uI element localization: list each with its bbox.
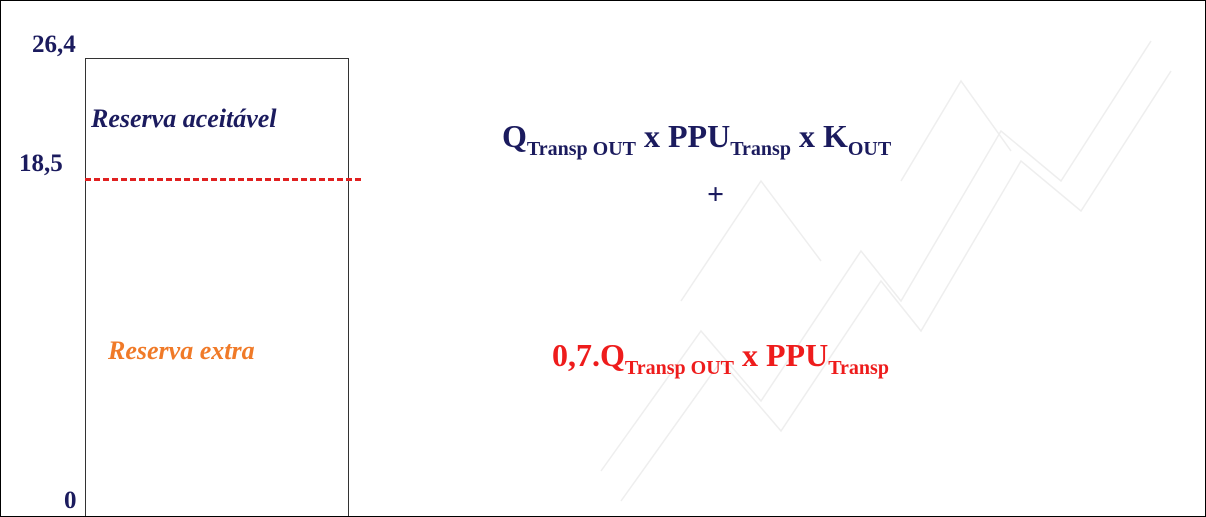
times-operator: x — [734, 337, 766, 373]
formula-acceptable-reserve: QTransp OUT x PPUTransp x KOUT — [502, 120, 891, 159]
ppu-subscript: Transp — [730, 138, 791, 160]
axis-max-label: 26,4 — [32, 31, 76, 58]
ppu-subscript: Transp — [828, 357, 889, 379]
ppu-symbol: PPU — [668, 118, 731, 154]
q-symbol: Q — [502, 118, 527, 154]
axis-threshold-label: 18,5 — [19, 150, 63, 177]
formula-extra-reserve: 0,7.QTransp OUT x PPUTransp — [552, 339, 889, 378]
ppu-symbol: PPU — [766, 337, 829, 373]
q-symbol: Q — [600, 337, 625, 373]
k-subscript: OUT — [847, 138, 892, 160]
threshold-dashed-line — [85, 178, 361, 181]
q-subscript: Transp OUT — [624, 357, 734, 379]
times-operator: x — [636, 118, 668, 154]
reserve-bar — [85, 58, 349, 516]
plus-operator: + — [707, 178, 725, 211]
axis-zero-label: 0 — [64, 487, 77, 514]
k-symbol: K — [822, 118, 848, 154]
coefficient: 0,7. — [552, 337, 600, 373]
acceptable-reserve-label: Reserva aceitável — [91, 104, 277, 133]
extra-reserve-label: Reserva extra — [108, 336, 255, 365]
times-operator: x — [790, 118, 823, 154]
q-subscript: Transp OUT — [526, 138, 636, 160]
